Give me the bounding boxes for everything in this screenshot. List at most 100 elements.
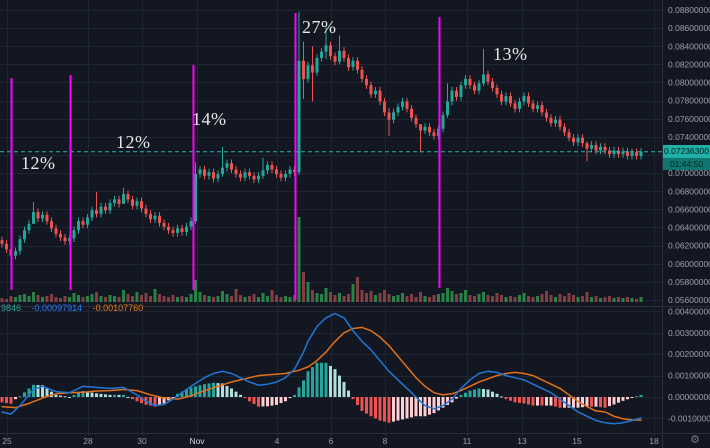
volume-bar	[522, 293, 526, 302]
candle-body	[270, 164, 274, 170]
macd-signal-line	[1, 326, 642, 421]
candle-body	[567, 132, 571, 138]
volume-bar	[455, 294, 458, 302]
price-tick-label: 0.08800000	[668, 5, 710, 15]
candle-body	[446, 101, 449, 116]
candle-body	[374, 90, 377, 95]
percent-change-label: 13%	[493, 44, 528, 64]
macd-histogram-bar	[482, 388, 485, 397]
macd-histogram-bar	[45, 388, 49, 397]
volume-bar	[477, 294, 481, 302]
candle-body	[185, 226, 188, 233]
candle-body	[626, 151, 629, 156]
volume-bar	[342, 296, 346, 302]
macd-histogram-bar	[387, 397, 391, 423]
percent-change-label: 14%	[192, 109, 227, 129]
volume-bar	[594, 296, 598, 302]
volume-bar	[450, 291, 454, 302]
volume-bar	[410, 294, 413, 302]
candle-body	[599, 146, 602, 151]
candle-body	[504, 96, 508, 102]
candle-body	[149, 213, 152, 220]
volume-bar	[518, 295, 521, 302]
macd-tick-label: 0.00400000	[668, 306, 710, 316]
last-price-badge: 0.07236300	[663, 145, 710, 159]
macd-histogram-bar	[396, 397, 400, 421]
macd-histogram-bar	[32, 384, 35, 397]
macd-histogram-bar	[122, 394, 125, 397]
volume-bar	[387, 294, 391, 302]
price-tick-label: 0.05800000	[668, 277, 710, 287]
macd-histogram-bar	[477, 388, 481, 397]
candle-body	[212, 172, 215, 179]
macd-histogram-bar	[513, 397, 517, 403]
volume-bar	[279, 297, 283, 302]
volume-bar	[630, 298, 634, 302]
candle-body	[315, 58, 319, 73]
candle-body	[122, 193, 125, 204]
macd-histogram-bar	[212, 382, 215, 397]
volume-bar	[135, 292, 139, 302]
price-tick-label: 0.06400000	[668, 223, 710, 233]
candle-body	[243, 172, 247, 178]
macd-histogram-bar	[504, 397, 508, 400]
macd-histogram-bar	[567, 397, 571, 408]
candle-body	[284, 174, 287, 178]
candle-body	[126, 193, 130, 200]
macd-histogram-bar	[95, 393, 98, 397]
macd-histogram-bar	[288, 397, 292, 399]
volume-bar	[581, 296, 584, 302]
volume-bar	[617, 297, 620, 302]
macd-histogram-bar	[320, 362, 323, 397]
candle-body	[324, 45, 328, 52]
volume-bar	[383, 290, 386, 302]
macd-histogram-bar	[581, 397, 584, 408]
macd-histogram-bar	[635, 396, 638, 398]
volume-bar	[558, 294, 562, 302]
price-tick-label: 0.07600000	[668, 114, 710, 124]
volume-bar	[486, 295, 490, 302]
macd-histogram-bar	[41, 385, 44, 397]
volume-bar	[500, 295, 503, 302]
time-tick-label: 6	[329, 436, 334, 446]
macd-histogram-bar	[621, 397, 625, 401]
candle-body	[536, 105, 539, 109]
candle-body	[450, 90, 454, 102]
volume-bar	[441, 293, 445, 302]
time-tick-label: 18	[649, 436, 659, 446]
candle-body	[54, 228, 58, 234]
time-tick-label: 4	[275, 436, 280, 446]
volume-bar	[635, 299, 638, 302]
volume-bar	[171, 295, 175, 302]
volume-bar	[554, 297, 557, 302]
volume-bar	[302, 272, 305, 302]
candle-body	[495, 87, 499, 95]
macd-histogram-bar	[432, 397, 436, 414]
macd-histogram-bar	[491, 391, 494, 397]
volume-bar	[167, 297, 170, 302]
volume-bar	[428, 297, 431, 302]
macd-histogram-bar	[14, 397, 17, 400]
candle-body	[329, 45, 332, 57]
macd-histogram-bar	[536, 397, 539, 406]
gear-icon[interactable]: ⚙	[690, 434, 700, 446]
volume-bar	[549, 295, 553, 302]
macd-histogram-bar	[5, 397, 8, 404]
macd-histogram-bar	[612, 397, 616, 405]
macd-histogram-bar	[603, 397, 607, 408]
macd-histogram-bar	[410, 397, 413, 418]
macd-histogram-bar	[554, 397, 557, 407]
macd-histogram-bar	[86, 391, 89, 397]
bar-countdown-badge: 01:44:50	[663, 158, 710, 171]
macd-histogram-bar	[545, 397, 548, 406]
volume-bar	[27, 296, 31, 302]
macd-histogram-bar	[149, 397, 152, 406]
macd-histogram-bar	[293, 394, 296, 397]
macd-histogram-bar	[261, 397, 265, 407]
macd-histogram-bar	[639, 394, 643, 397]
macd-histogram-bar	[495, 393, 499, 397]
candle-body	[41, 214, 44, 219]
